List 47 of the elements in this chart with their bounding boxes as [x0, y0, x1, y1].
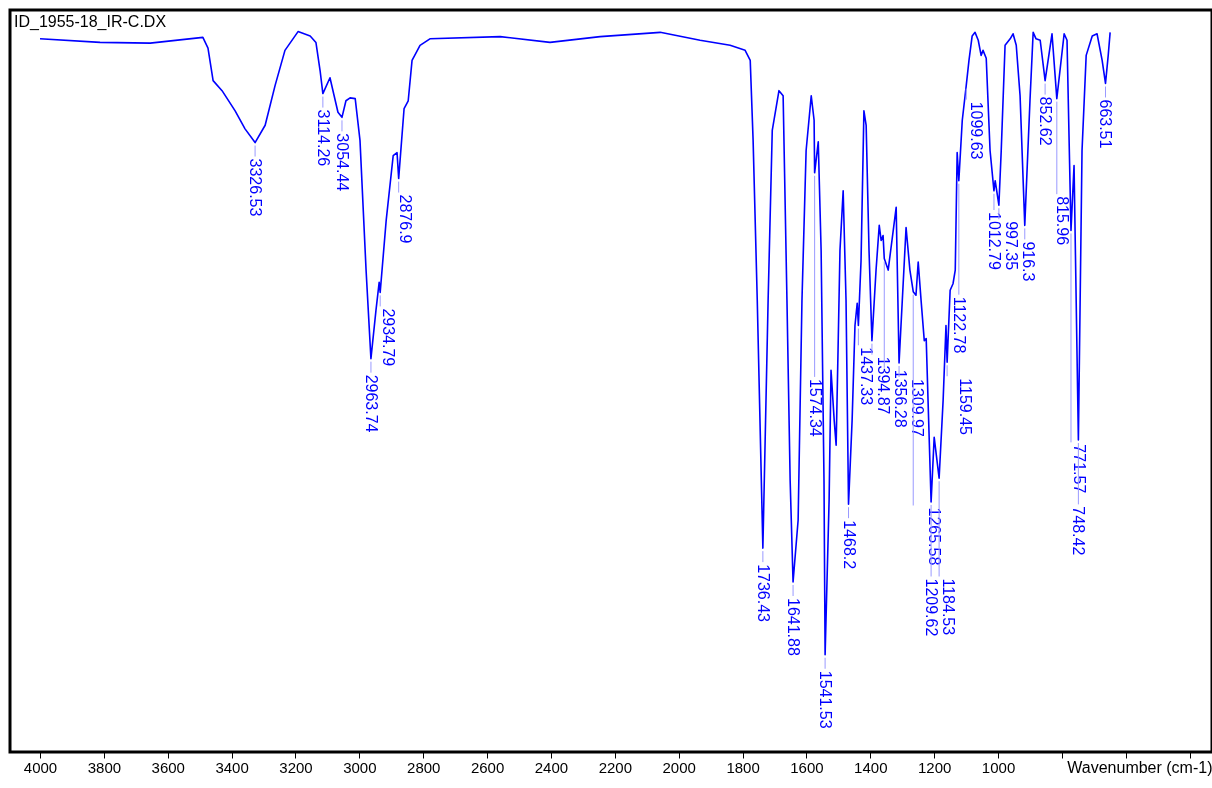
x-tick-label: 4000	[23, 758, 58, 776]
x-tick-label: 3200	[279, 758, 313, 776]
annotation: 3114.26	[314, 109, 332, 167]
annotation: 771.57	[1071, 444, 1089, 494]
annotation: 663.51	[1097, 99, 1115, 149]
annotation: 2876.9	[396, 194, 414, 244]
x-tick-label: 2600	[470, 758, 505, 776]
x-tick-label: 3400	[215, 758, 249, 776]
annotation: 1541.53	[817, 670, 835, 729]
x-tick-label: 3000	[343, 758, 377, 776]
annotation: 1641.88	[785, 597, 803, 656]
x-tick-label: 1800	[726, 758, 760, 776]
x-tick-label: 2200	[598, 758, 633, 776]
annotation: 1437.33	[857, 347, 875, 406]
annotation: 1574.34	[806, 378, 824, 437]
annotation: 1184.53	[940, 578, 958, 636]
annotation: 1736.43	[754, 564, 772, 623]
x-tick-label: 1000	[981, 758, 1016, 776]
x-tick-label: 2000	[662, 758, 696, 776]
annotation: 1209.62	[923, 578, 941, 637]
annotation: 3054.44	[333, 133, 351, 192]
x-axis-title: Wavenumber (cm-1)	[1067, 758, 1212, 776]
annotation: 916.3	[1019, 241, 1037, 282]
x-tick-label: 1400	[854, 758, 888, 776]
annotation: 1309.97	[908, 378, 926, 437]
x-tick-label: 3800	[87, 758, 122, 776]
x-tick-label: 1200	[917, 758, 952, 776]
annotation: 1265.58	[925, 507, 943, 566]
annotation: 1159.45	[957, 378, 975, 436]
x-tick-label: 1600	[790, 758, 824, 776]
annotation: 748.42	[1070, 506, 1088, 556]
annotation: 1468.2	[840, 520, 858, 570]
chart-title: ID_1955-18_IR-C.DX	[14, 13, 167, 31]
annotation: 1356.28	[891, 369, 909, 428]
annotation: 1012.79	[985, 212, 1003, 270]
annotation: 2934.79	[379, 308, 397, 367]
annotation: 815.96	[1054, 196, 1072, 246]
annotation: 1394.87	[874, 356, 892, 415]
annotation: 852.62	[1037, 96, 1055, 146]
x-tick-label: 3600	[151, 758, 185, 776]
annotation: 1122.78	[950, 296, 968, 354]
annotation: 2963.74	[362, 374, 380, 433]
annotation: 997.35	[1002, 221, 1020, 271]
annotation: 3326.53	[247, 158, 265, 217]
annotation: 1099.63	[967, 101, 985, 160]
x-tick-label: 2400	[534, 758, 569, 776]
x-tick-label: 2800	[407, 758, 441, 776]
